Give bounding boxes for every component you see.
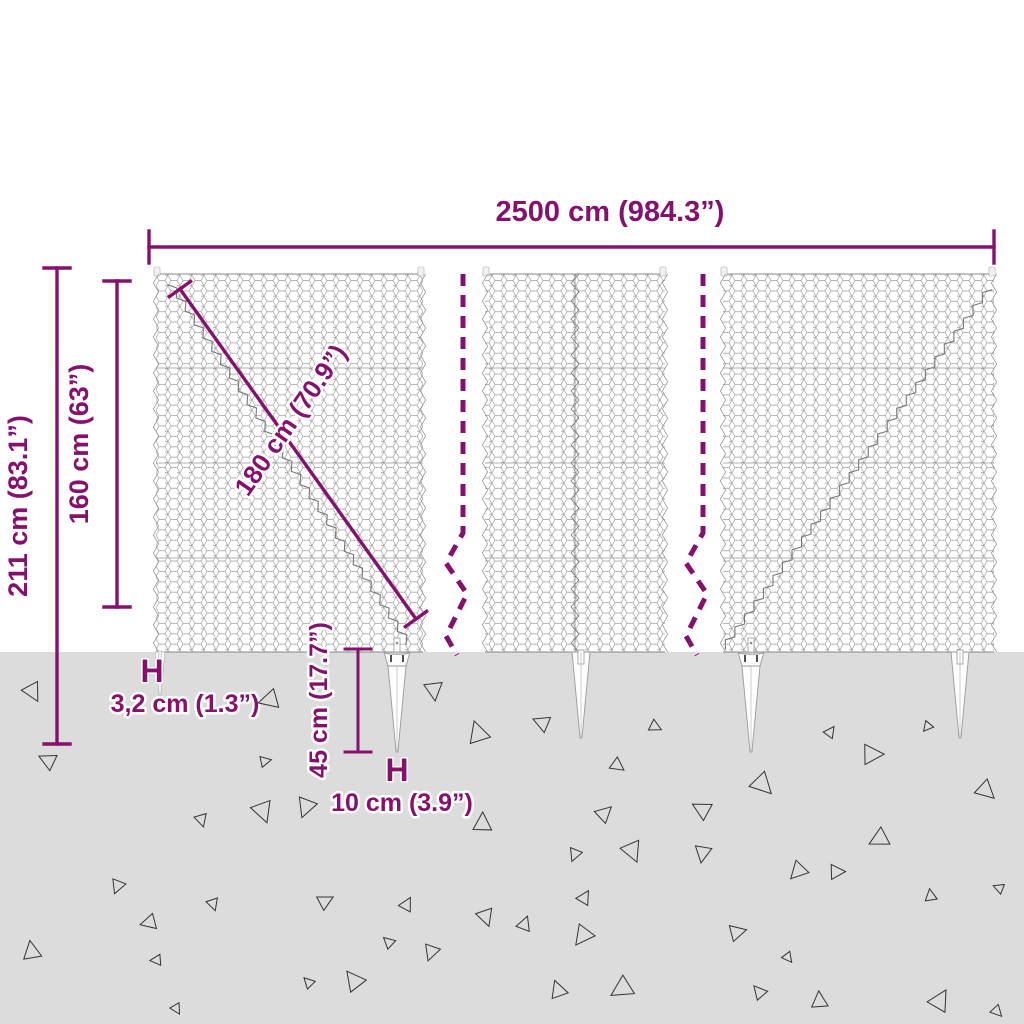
svg-text:2500 cm (984.3”): 2500 cm (984.3”) <box>496 196 725 228</box>
svg-text:H: H <box>140 653 163 689</box>
svg-text:211 cm (83.1”): 211 cm (83.1”) <box>3 415 33 597</box>
svg-text:3,2 cm (1.3”): 3,2 cm (1.3”) <box>111 690 260 718</box>
svg-text:45 cm (17.7”): 45 cm (17.7”) <box>305 622 333 778</box>
svg-text:160 cm (63”): 160 cm (63”) <box>64 364 94 525</box>
svg-text:H: H <box>385 752 408 788</box>
svg-text:10 cm (3.9”): 10 cm (3.9”) <box>331 789 473 817</box>
